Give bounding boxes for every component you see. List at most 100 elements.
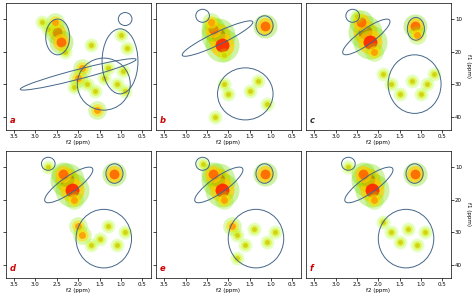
Y-axis label: f1 (ppm): f1 (ppm)	[466, 54, 471, 78]
Point	[421, 230, 429, 234]
Point	[272, 230, 279, 234]
Point	[83, 82, 91, 86]
Text: f: f	[310, 264, 314, 273]
Point	[424, 82, 431, 86]
Point	[199, 161, 206, 166]
Point	[121, 88, 129, 93]
Point	[79, 233, 86, 238]
Point	[233, 256, 241, 260]
Point	[261, 171, 268, 176]
Point	[91, 88, 99, 93]
Point	[413, 33, 420, 38]
Point	[387, 230, 395, 234]
Point	[263, 239, 271, 244]
Point	[366, 39, 374, 44]
Point	[413, 243, 420, 247]
Point	[220, 82, 228, 86]
Point	[110, 171, 118, 176]
X-axis label: f2 (ppm): f2 (ppm)	[366, 288, 390, 293]
Point	[233, 256, 241, 260]
Point	[70, 197, 78, 202]
Point	[370, 197, 378, 202]
Point	[246, 88, 254, 93]
Point	[242, 243, 249, 247]
Point	[396, 239, 403, 244]
Point	[353, 13, 361, 18]
Y-axis label: f1 (ppm): f1 (ppm)	[466, 202, 471, 226]
Point	[411, 171, 419, 176]
Point	[87, 43, 95, 47]
Point	[263, 239, 271, 244]
Point	[220, 197, 228, 202]
Point	[218, 187, 226, 192]
Point	[404, 226, 412, 231]
Point	[421, 230, 429, 234]
Point	[104, 223, 112, 228]
Point	[38, 20, 46, 25]
Point	[87, 243, 95, 247]
Point	[70, 197, 78, 202]
Point	[379, 220, 386, 225]
Point	[233, 233, 241, 238]
Point	[117, 33, 125, 38]
Point	[70, 85, 78, 90]
Point	[261, 171, 268, 176]
Point	[79, 65, 86, 70]
Point	[263, 101, 271, 106]
Point	[119, 69, 127, 73]
Point	[360, 171, 367, 176]
Point	[379, 220, 386, 225]
Point	[68, 187, 75, 192]
Text: d: d	[10, 264, 16, 273]
Point	[362, 30, 369, 34]
Point	[207, 20, 215, 25]
Point	[45, 26, 52, 31]
Point	[387, 230, 395, 234]
Point	[199, 161, 206, 166]
Point	[96, 236, 103, 241]
Point	[370, 197, 378, 202]
Point	[117, 33, 125, 38]
Point	[396, 239, 403, 244]
Point	[228, 223, 236, 228]
Point	[79, 65, 86, 70]
Point	[396, 91, 403, 96]
Point	[220, 52, 228, 57]
Point	[210, 26, 217, 31]
Point	[413, 33, 420, 38]
Point	[360, 171, 367, 176]
Point	[345, 165, 352, 169]
Point	[93, 108, 101, 112]
Point	[113, 82, 120, 86]
Point	[96, 236, 103, 241]
Point	[87, 43, 95, 47]
Point	[87, 43, 95, 47]
Point	[366, 39, 374, 44]
Point	[119, 69, 127, 73]
Point	[117, 33, 125, 38]
Point	[121, 230, 129, 234]
Point	[411, 171, 419, 176]
Point	[100, 75, 108, 80]
Point	[121, 88, 129, 93]
Point	[413, 33, 420, 38]
Point	[409, 78, 416, 83]
Point	[59, 171, 67, 176]
X-axis label: f2 (ppm): f2 (ppm)	[66, 288, 90, 293]
Point	[74, 223, 82, 228]
Point	[263, 101, 271, 106]
Point	[357, 20, 365, 25]
Point	[211, 114, 219, 119]
Point	[62, 49, 69, 54]
Point	[121, 230, 129, 234]
Point	[387, 230, 395, 234]
Point	[272, 230, 279, 234]
Point	[70, 85, 78, 90]
Point	[242, 243, 249, 247]
Point	[83, 82, 91, 86]
Point	[64, 178, 71, 182]
Point	[64, 178, 71, 182]
Point	[370, 197, 378, 202]
Point	[199, 161, 206, 166]
Point	[404, 226, 412, 231]
